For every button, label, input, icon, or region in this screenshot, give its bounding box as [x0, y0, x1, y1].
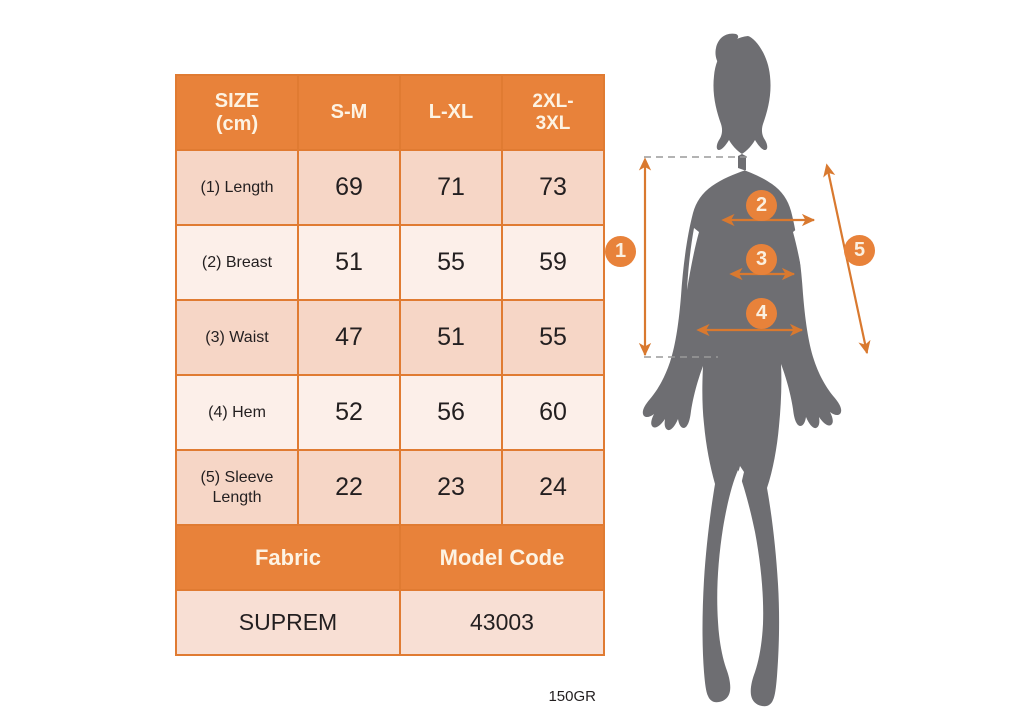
cell-sleeve-lxl: 23 [399, 449, 503, 526]
cell-sleeve-2xl3xl: 24 [501, 449, 605, 526]
cell-waist-2xl3xl: 55 [501, 299, 605, 376]
silhouette-contour-highlights [687, 228, 805, 290]
marker-3-waist: 3 [746, 244, 777, 275]
row-label-length: (1) Length [175, 149, 299, 226]
marker-2-breast: 2 [746, 190, 777, 221]
cell-waist-lxl: 51 [399, 299, 503, 376]
length-guide-lines [644, 156, 748, 358]
cell-breast-sm: 51 [297, 224, 401, 301]
marker-4-hem: 4 [746, 298, 777, 329]
row-label-waist: (3) Waist [175, 299, 299, 376]
cell-breast-lxl: 55 [399, 224, 503, 301]
header-cell-2xl3xl: 2XL- 3XL [501, 74, 605, 151]
silhouette-body-shape [642, 33, 842, 707]
header-2xl-line2: 3XL [535, 112, 571, 134]
footer-header-fabric: Fabric [175, 524, 401, 591]
cell-hem-2xl3xl: 60 [501, 374, 605, 451]
header-size-line2: (cm) [215, 112, 259, 135]
measurement-figure: 1 2 3 4 5 [598, 14, 958, 714]
table-row: (4) Hem 52 56 60 [175, 374, 605, 451]
fabric-weight-label: 150GR [548, 688, 596, 705]
header-cell-lxl: L-XL [399, 74, 503, 151]
header-2xl-line1: 2XL- [532, 90, 574, 112]
cell-hem-lxl: 56 [399, 374, 503, 451]
table-row: (1) Length 69 71 73 [175, 149, 605, 226]
cell-waist-sm: 47 [297, 299, 401, 376]
table-row: (2) Breast 51 55 59 [175, 224, 605, 301]
cell-length-lxl: 71 [399, 149, 503, 226]
table-row: (5) Sleeve Length 22 23 24 [175, 449, 605, 526]
cell-length-sm: 69 [297, 149, 401, 226]
footer-value-model-code: 43003 [399, 589, 605, 656]
header-cell-sm: S-M [297, 74, 401, 151]
cell-breast-2xl3xl: 59 [501, 224, 605, 301]
cell-hem-sm: 52 [297, 374, 401, 451]
row-label-breast: (2) Breast [175, 224, 299, 301]
marker-5-sleeve-length: 5 [844, 235, 875, 266]
female-silhouette-svg [638, 33, 871, 707]
header-size-line1: SIZE [214, 89, 260, 112]
header-cell-size: SIZE (cm) [175, 74, 299, 151]
row-label-sleeve-length: (5) Sleeve Length [175, 449, 299, 526]
silhouette-leg-gap [726, 466, 744, 534]
table-footer-value-row: SUPREM 43003 [175, 589, 605, 656]
row-label-hem: (4) Hem [175, 374, 299, 451]
footer-header-model-code: Model Code [399, 524, 605, 591]
table-footer-header-row: Fabric Model Code [175, 524, 605, 591]
table-row: (3) Waist 47 51 55 [175, 299, 605, 376]
cell-length-2xl3xl: 73 [501, 149, 605, 226]
footer-value-fabric: SUPREM [175, 589, 401, 656]
marker-1-length: 1 [605, 236, 636, 267]
cell-sleeve-sm: 22 [297, 449, 401, 526]
size-chart-table: SIZE (cm) S-M L-XL 2XL- 3XL (1) Length 6… [175, 74, 605, 656]
table-header-row: SIZE (cm) S-M L-XL 2XL- 3XL [175, 74, 605, 151]
